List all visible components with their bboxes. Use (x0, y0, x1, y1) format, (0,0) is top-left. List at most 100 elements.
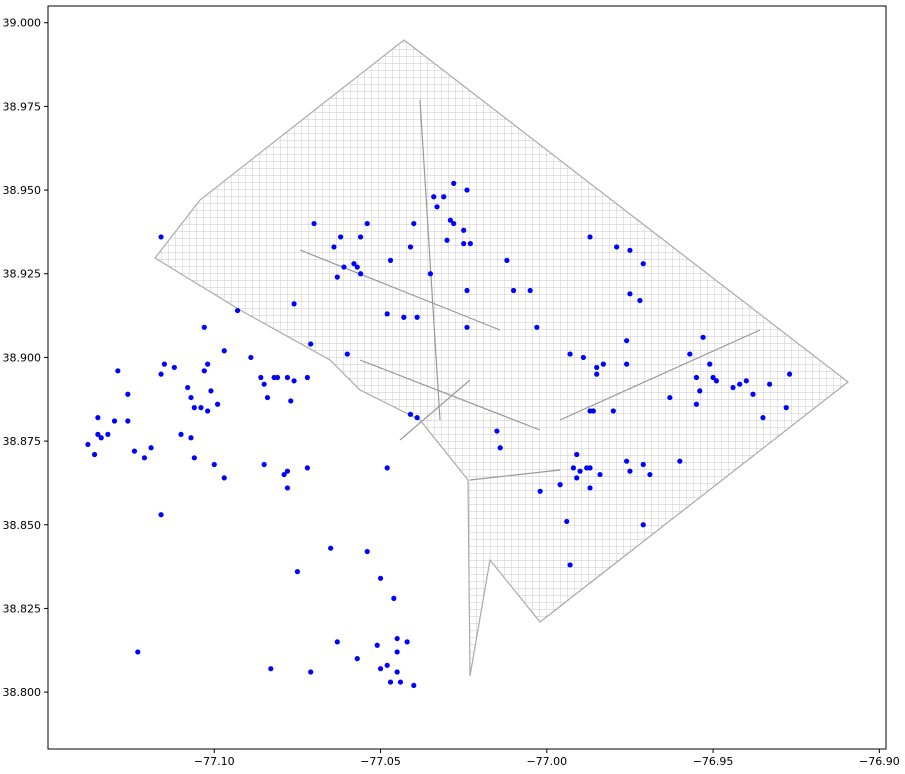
y-tick-label: 38.925 (3, 268, 42, 281)
point (394, 635, 400, 642)
point (201, 368, 207, 374)
point (567, 562, 573, 568)
point (328, 545, 334, 551)
point (185, 384, 191, 391)
point (407, 411, 414, 417)
point (700, 334, 706, 340)
point (201, 324, 207, 330)
point (125, 391, 131, 397)
point (441, 194, 447, 200)
y-tick-label: 38.800 (3, 686, 42, 699)
point (567, 351, 573, 357)
y-tick-label: 38.900 (3, 351, 42, 364)
point (451, 220, 457, 227)
point (274, 374, 281, 381)
plot-frame (47, 5, 887, 750)
point (354, 264, 360, 270)
point (760, 415, 766, 421)
point (171, 364, 177, 371)
point (331, 244, 337, 250)
point (111, 418, 118, 424)
point (158, 234, 164, 240)
point (148, 445, 154, 451)
point (135, 649, 141, 655)
point (387, 257, 394, 263)
point (354, 656, 360, 662)
point (614, 244, 620, 250)
point (291, 301, 297, 307)
point (311, 220, 317, 227)
point (444, 237, 450, 243)
point (404, 639, 410, 645)
point (364, 548, 370, 555)
point (205, 361, 211, 367)
point (341, 264, 347, 270)
point (411, 682, 417, 689)
point (627, 291, 633, 297)
point (640, 261, 646, 267)
point (198, 405, 204, 411)
point (414, 415, 420, 421)
point (647, 471, 653, 478)
point (497, 445, 503, 451)
point (574, 451, 580, 458)
x-tick-label: −76.95 (693, 755, 734, 768)
y-tick-label: 38.850 (3, 519, 42, 532)
point (750, 391, 756, 397)
point (494, 428, 500, 434)
point (188, 394, 194, 401)
point (624, 338, 630, 344)
point (377, 666, 384, 672)
point (304, 465, 310, 471)
point (710, 374, 716, 381)
point (284, 485, 291, 491)
point (464, 287, 470, 294)
point (783, 405, 789, 411)
point (334, 639, 340, 645)
point (288, 398, 294, 404)
point (268, 666, 274, 672)
point (364, 220, 370, 227)
point (178, 431, 184, 437)
x-tick-label: −76.90 (859, 755, 900, 768)
point (261, 381, 267, 387)
point (737, 381, 743, 387)
point (384, 662, 390, 668)
point (414, 314, 420, 320)
point (464, 324, 470, 330)
point (767, 381, 773, 387)
point (304, 374, 310, 381)
point (637, 297, 643, 304)
point (431, 194, 437, 200)
y-tick-label: 38.825 (3, 602, 42, 615)
point (786, 371, 793, 377)
point (95, 431, 101, 437)
point (158, 512, 164, 518)
point (461, 227, 467, 233)
point (570, 465, 577, 471)
point (281, 471, 287, 478)
point (467, 241, 473, 247)
point (394, 669, 400, 675)
y-tick-label: 38.975 (3, 100, 42, 113)
point (261, 461, 267, 468)
point (397, 679, 404, 685)
point (510, 287, 517, 294)
point (527, 287, 533, 294)
point (211, 461, 217, 468)
point (587, 465, 593, 471)
point (594, 371, 600, 377)
point (191, 405, 197, 411)
point (427, 271, 434, 277)
point (677, 458, 683, 464)
point (707, 361, 713, 367)
point (338, 234, 344, 240)
point (308, 341, 314, 347)
point (221, 475, 227, 481)
point (564, 518, 570, 525)
point (115, 368, 121, 374)
point (580, 354, 586, 361)
point (357, 234, 364, 240)
point (537, 488, 543, 494)
point (188, 435, 194, 441)
